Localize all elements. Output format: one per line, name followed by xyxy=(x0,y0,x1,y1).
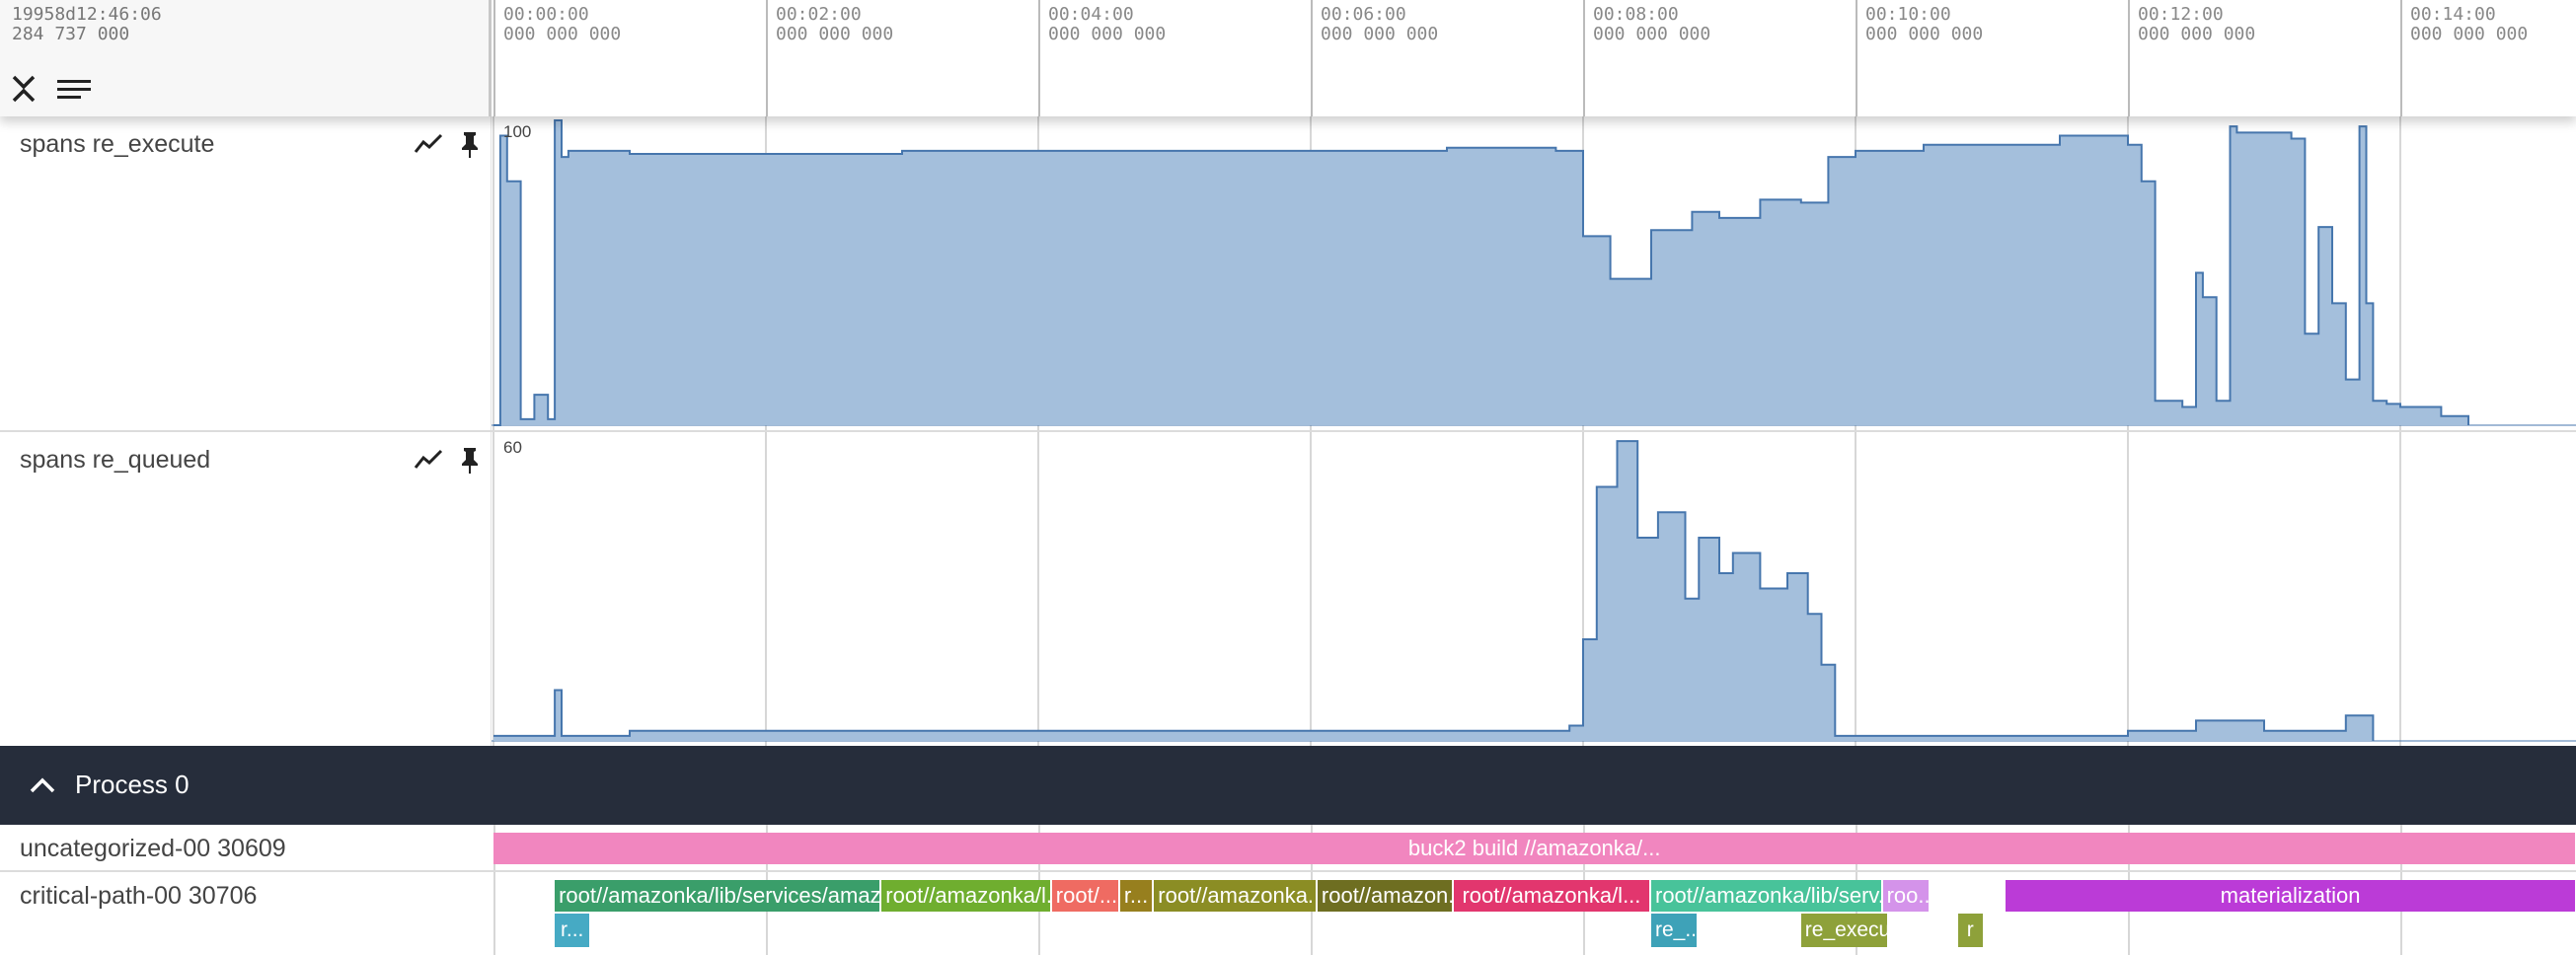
tick-nanos-label: 000 000 000 xyxy=(1048,24,1167,44)
counter-track-re-execute: spans re_execute 100 xyxy=(0,116,2576,432)
chevron-up-icon[interactable] xyxy=(26,770,59,803)
series-line xyxy=(493,440,2375,741)
process-group-header[interactable]: Process 0 xyxy=(0,746,2576,825)
grid-line xyxy=(1311,872,1313,955)
tick-time-label: 00:10:00 xyxy=(1865,4,1951,25)
timestamp-offset-nanos: 284 737 000 xyxy=(12,24,130,44)
slice[interactable]: root//amazonka/l... xyxy=(881,880,1050,912)
track-shell: spans re_execute xyxy=(0,116,492,430)
re-execute-chart xyxy=(492,116,2576,430)
time-tick: 00:06:00 000 000 000 xyxy=(1311,0,1438,116)
time-tick: 00:12:00 000 000 000 xyxy=(2128,0,2255,116)
re-queued-chart xyxy=(492,432,2576,746)
collapse-all-icon[interactable] xyxy=(10,71,38,107)
slice[interactable]: root//amazonka... xyxy=(1154,880,1316,912)
time-tick: 00:10:00 000 000 000 xyxy=(1856,0,1983,116)
slice[interactable]: root/... xyxy=(1051,880,1118,912)
pin-icon[interactable] xyxy=(454,128,486,160)
tick-nanos-label: 000 000 000 xyxy=(1321,24,1439,44)
timestamp-offset: 19958d12:46:06 xyxy=(12,4,162,25)
tick-time-label: 00:06:00 xyxy=(1321,4,1406,25)
grid-line xyxy=(766,872,768,955)
track-chart-area[interactable]: 60 xyxy=(492,432,2576,746)
slice[interactable]: roo... xyxy=(1882,880,1929,912)
tick-nanos-label: 000 000 000 xyxy=(1865,24,1984,44)
tick-nanos-label: 000 000 000 xyxy=(776,24,894,44)
tick-time-label: 00:02:00 xyxy=(776,4,862,25)
slice[interactable]: r... xyxy=(1119,880,1153,912)
slice-track-critical-path: critical-path-00 30706 root//amazonka/li… xyxy=(0,872,2576,955)
grid-line xyxy=(2128,872,2130,955)
slice[interactable]: buck2 build //amazonka/... xyxy=(493,833,2576,864)
process-title: Process 0 xyxy=(75,770,189,799)
slice[interactable]: re_... xyxy=(1651,914,1698,947)
time-tick: 00:04:00 000 000 000 xyxy=(1038,0,1166,116)
line-chart-icon[interactable] xyxy=(413,444,444,476)
slice-track-uncategorized: uncategorized-00 30609 buck2 build //ama… xyxy=(0,825,2576,872)
y-max-label: 100 xyxy=(503,122,532,141)
slice[interactable]: root//amazonka/lib/services/amazonka... xyxy=(555,880,880,912)
track-chart-area[interactable]: 100 xyxy=(492,116,2576,430)
track-shell: spans re_queued xyxy=(0,432,492,746)
tick-nanos-label: 000 000 000 xyxy=(2138,24,2256,44)
pin-icon[interactable] xyxy=(454,444,486,476)
tick-time-label: 00:04:00 xyxy=(1048,4,1134,25)
header-left-panel: 19958d12:46:06 284 737 000 xyxy=(0,0,492,116)
grid-line xyxy=(2400,872,2402,955)
grid-line xyxy=(1038,872,1040,955)
time-tick: 00:14:00 000 000 000 xyxy=(2400,0,2528,116)
list-view-icon[interactable] xyxy=(55,75,93,105)
tick-time-label: 00:14:00 xyxy=(2410,4,2496,25)
slice[interactable]: root//amazonka/l... xyxy=(1453,880,1649,912)
series-line xyxy=(493,119,2469,426)
slice[interactable]: root//amazonka/lib/serv... xyxy=(1651,880,1881,912)
tick-time-label: 00:00:00 xyxy=(503,4,589,25)
track-title: critical-path-00 30706 xyxy=(20,882,258,910)
tick-nanos-label: 000 000 000 xyxy=(1593,24,1711,44)
slice[interactable]: re_execu... xyxy=(1800,914,1888,947)
tick-time-label: 00:12:00 xyxy=(2138,4,2224,25)
grid-line xyxy=(1583,872,1585,955)
time-tick: 00:00:00 000 000 000 xyxy=(493,0,621,116)
time-tick: 00:08:00 000 000 000 xyxy=(1583,0,1710,116)
time-tick: 00:02:00 000 000 000 xyxy=(766,0,893,116)
slice[interactable]: r... xyxy=(555,914,590,947)
slice-area: root//amazonka/lib/services/amazonka...r… xyxy=(492,872,2576,955)
slice[interactable]: materialization xyxy=(2005,880,2576,912)
series-area xyxy=(493,120,2468,425)
slice-area: buck2 build //amazonka/... xyxy=(492,825,2576,870)
tick-nanos-label: 000 000 000 xyxy=(2410,24,2529,44)
line-chart-icon[interactable] xyxy=(413,128,444,160)
track-title: spans re_execute xyxy=(20,130,215,158)
grid-line xyxy=(493,872,495,955)
tick-nanos-label: 000 000 000 xyxy=(503,24,622,44)
slice[interactable]: r xyxy=(1957,914,1984,947)
slice[interactable]: root//amazon... xyxy=(1317,880,1452,912)
series-area xyxy=(493,441,2374,741)
track-title: spans re_queued xyxy=(20,446,211,474)
y-max-label: 60 xyxy=(503,438,522,457)
counter-track-re-queued: spans re_queued 60 xyxy=(0,432,2576,746)
timeline-header: 19958d12:46:06 284 737 000 00:00:00 000 0… xyxy=(0,0,2576,116)
tick-time-label: 00:08:00 xyxy=(1593,4,1679,25)
track-title: uncategorized-00 30609 xyxy=(20,835,286,862)
